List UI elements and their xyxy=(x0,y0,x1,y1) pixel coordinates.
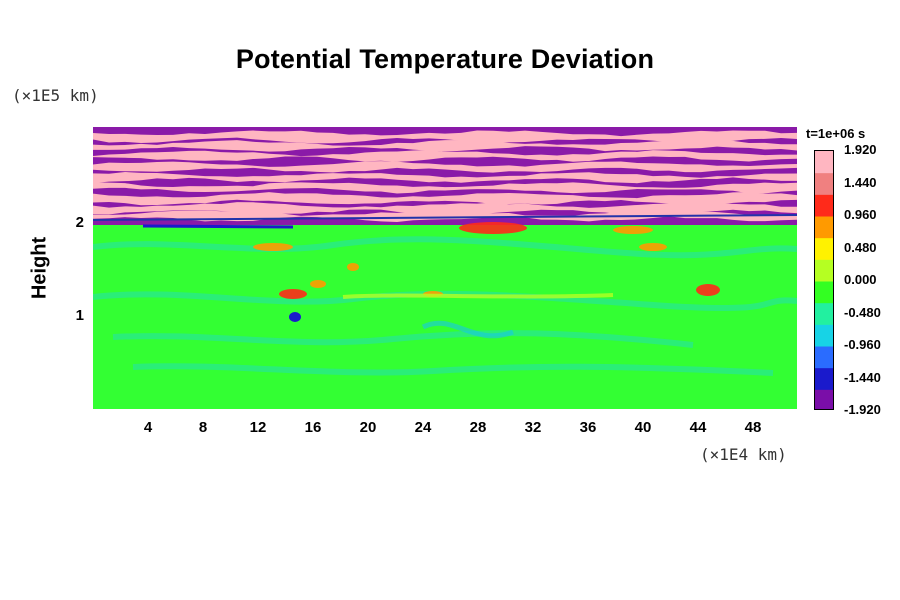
x-tick-label: 40 xyxy=(634,419,652,436)
warm-anomaly xyxy=(696,284,720,296)
heatmap-plot-area xyxy=(93,127,797,409)
warm-anomaly xyxy=(639,243,667,251)
stripe-band xyxy=(93,172,797,184)
dark-streak xyxy=(142,224,294,229)
stripe-band xyxy=(93,191,797,206)
colorbar-tick-label: -0.480 xyxy=(844,304,881,320)
x-tick-label: 16 xyxy=(304,419,322,436)
transition-line xyxy=(93,214,797,221)
colorbar-gradient xyxy=(815,151,833,409)
x-tick-label: 36 xyxy=(579,419,597,436)
colorbar-tick-label: -1.920 xyxy=(844,402,881,417)
y-tick-label: 2 xyxy=(75,214,84,232)
x-tick-label: 24 xyxy=(414,419,432,436)
warm-anomaly xyxy=(279,289,307,299)
colorbar-tick-label: 1.440 xyxy=(844,174,877,190)
stripe-band xyxy=(93,202,797,215)
warm-anomaly xyxy=(613,226,653,234)
warm-anomaly xyxy=(253,243,293,251)
stripe-band xyxy=(93,139,797,152)
x-tick-label: 8 xyxy=(198,419,208,436)
time-label: t=1e+06 s xyxy=(806,126,866,141)
x-tick-label: 44 xyxy=(689,419,707,436)
chart-title: Potential Temperature Deviation xyxy=(235,44,655,74)
colorbar xyxy=(814,150,834,410)
colorbar-segment xyxy=(815,259,833,282)
colorbar-tick-label: -1.440 xyxy=(844,369,881,385)
stripe-band xyxy=(93,130,797,144)
colorbar-segment xyxy=(815,151,833,174)
y-tick-label: 1 xyxy=(75,306,84,324)
colorbar-segment xyxy=(815,346,833,369)
colorbar-segment xyxy=(815,324,833,347)
colorbar-tick-label: 0.000 xyxy=(844,272,877,287)
x-tick-label: 28 xyxy=(469,419,487,436)
colorbar-segment xyxy=(815,281,833,304)
x-tick-label: 20 xyxy=(359,419,377,436)
stripe-band xyxy=(93,161,797,173)
colorbar-segment xyxy=(815,216,833,239)
colorbar-tick-label: 1.920 xyxy=(844,142,877,157)
colorbar-segment xyxy=(815,389,833,409)
x-tick-label: 4 xyxy=(143,419,153,436)
heatmap-field xyxy=(93,127,797,409)
colorbar-segment xyxy=(815,194,833,217)
cyan-filament xyxy=(132,363,774,376)
stripe-band xyxy=(93,149,797,162)
colorbar-segment xyxy=(815,302,833,325)
y-axis-unit: (×1E5 km) xyxy=(12,86,99,105)
colorbar-segment xyxy=(815,172,833,195)
yellow-filament xyxy=(342,293,614,299)
y-axis-label: Height xyxy=(28,236,51,300)
colorbar-tick-label: -0.960 xyxy=(844,337,881,352)
colorbar-tick-label: 0.960 xyxy=(844,207,877,222)
warm-anomaly xyxy=(459,222,527,234)
stripe-band xyxy=(93,182,797,194)
x-axis-unit: (×1E4 km) xyxy=(700,445,787,464)
colorbar-segment xyxy=(815,367,833,390)
colorbar-tick-label: 0.480 xyxy=(844,239,877,255)
cyan-filament xyxy=(421,320,514,339)
warm-anomaly xyxy=(310,280,326,288)
cold-anomaly xyxy=(289,312,301,322)
x-tick-label: 12 xyxy=(249,419,267,436)
cyan-filament xyxy=(93,236,797,259)
x-tick-label: 32 xyxy=(524,419,542,436)
colorbar-segment xyxy=(815,237,833,260)
stripe-band xyxy=(93,210,797,222)
cyan-filament xyxy=(112,330,694,348)
warm-anomaly xyxy=(347,263,359,271)
x-tick-label: 48 xyxy=(744,419,762,436)
